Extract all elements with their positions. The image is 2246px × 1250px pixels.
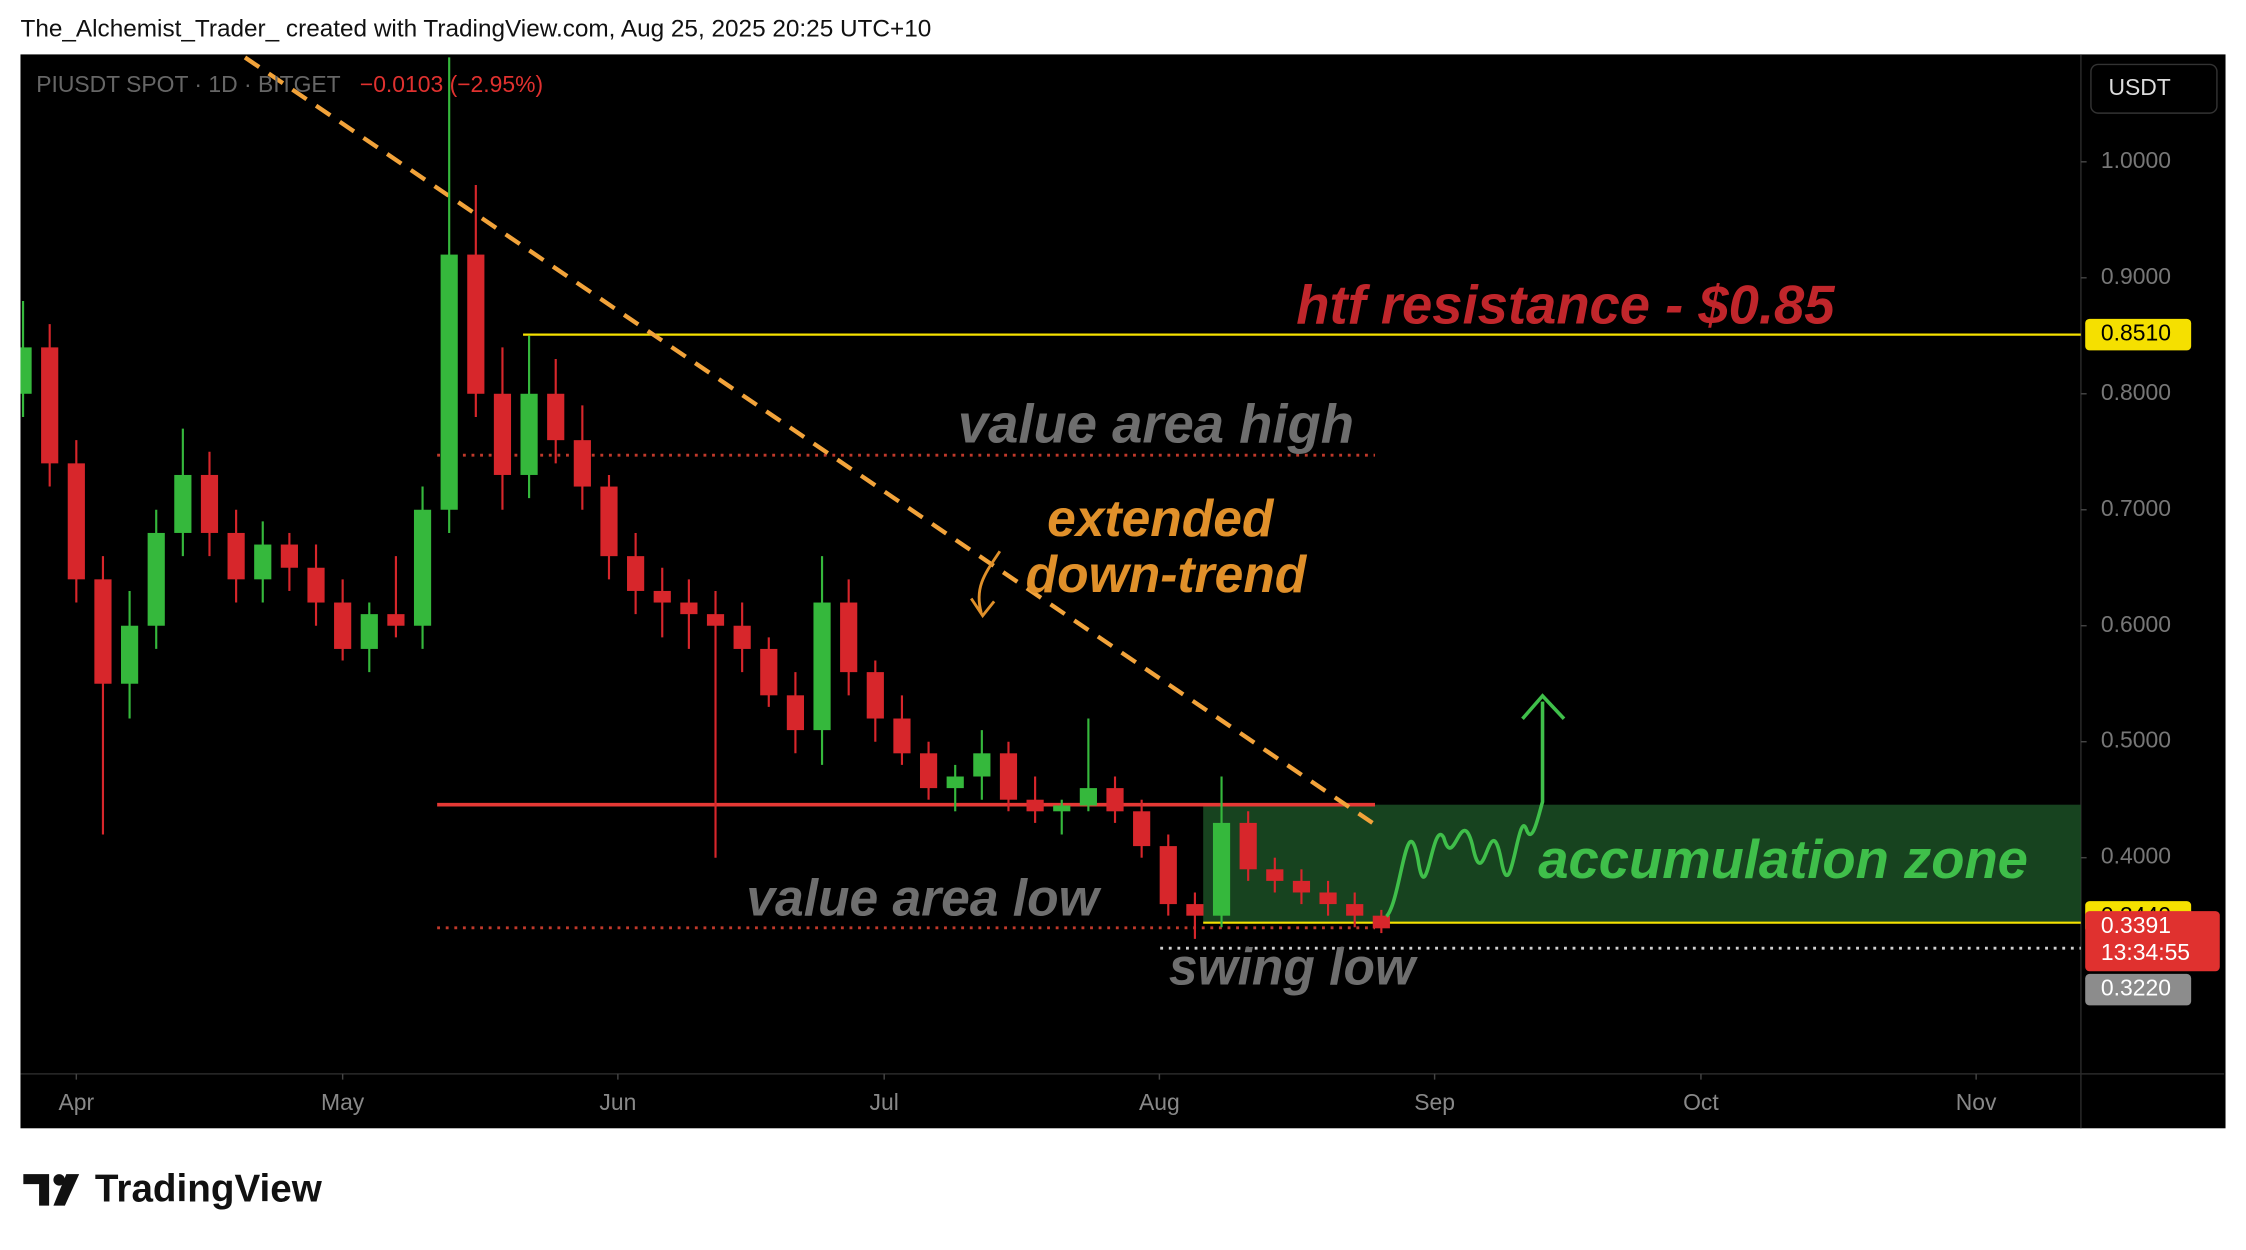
- candle-body: [200, 474, 219, 533]
- y-tick-label: 0.6000: [2101, 611, 2171, 637]
- candle-body: [893, 718, 911, 754]
- candle-body: [1239, 822, 1257, 870]
- y-tick-label: 0.4000: [2101, 843, 2171, 869]
- annotation: value area low: [746, 869, 1101, 927]
- candle-body: [547, 393, 565, 441]
- price-label-box: [2085, 973, 2192, 1006]
- candle-body: [41, 347, 59, 464]
- candle-body: [1026, 799, 1044, 812]
- candle-body: [680, 602, 698, 615]
- candle-body: [653, 590, 671, 603]
- candle-body: [94, 579, 112, 684]
- header: The_Alchemist_Trader_ created with Tradi…: [20, 15, 931, 42]
- candle-body: [866, 672, 884, 719]
- symbol: PIUSDT SPOT · 1D · BITGET: [36, 71, 340, 97]
- candle-body: [493, 393, 512, 475]
- last-price-label: 0.3391: [2101, 912, 2171, 938]
- candle-body: [147, 532, 165, 626]
- candle-body: [760, 648, 778, 696]
- x-tick-label: May: [321, 1089, 365, 1115]
- candle-body: [1266, 869, 1284, 881]
- candle-body: [1319, 892, 1337, 905]
- candle-body: [1053, 805, 1071, 812]
- candle-body: [813, 602, 831, 731]
- candle-body: [227, 532, 245, 580]
- candle-body: [1292, 880, 1311, 893]
- candle-body: [440, 254, 458, 510]
- candle-body: [280, 544, 298, 568]
- candle-body: [786, 695, 805, 731]
- candle-body: [307, 567, 325, 603]
- candle-body: [413, 509, 432, 626]
- candle-body: [67, 463, 85, 580]
- candle-body: [600, 486, 618, 557]
- annotation: swing low: [1169, 937, 1418, 995]
- x-tick-label: Aug: [1139, 1089, 1180, 1115]
- candle-body: [1159, 846, 1177, 905]
- candle-body: [1079, 788, 1097, 806]
- candle-body: [840, 602, 858, 673]
- annotation: htf resistance - $0.85: [1296, 275, 1835, 336]
- x-tick-label: Jul: [870, 1089, 899, 1115]
- price-label: 0.3220: [2101, 975, 2171, 1001]
- x-tick-label: Apr: [59, 1089, 95, 1115]
- candle-body: [360, 614, 378, 649]
- change: −0.0103 (−2.95%): [360, 71, 543, 97]
- x-tick-label: Jun: [599, 1089, 636, 1115]
- plot-area: [20, 55, 2081, 950]
- chart: 0.4000 0.5000 0.6000 0.7000 0.8000 0.9000 1.00…: [20, 55, 2220, 1115]
- accumulation-zone: [1203, 804, 2081, 924]
- candle-body: [1133, 811, 1151, 847]
- y-tick-label: 0.8000: [2101, 379, 2171, 405]
- candle-body: [20, 347, 32, 394]
- last-price-box: [2085, 911, 2220, 972]
- x-tick-label: Nov: [1956, 1089, 1997, 1115]
- y-tick-label: 0.5000: [2101, 727, 2171, 753]
- x-tick-label: Oct: [1683, 1089, 1719, 1115]
- candle-body: [973, 753, 991, 777]
- y-tick-label: 1.0000: [2101, 147, 2171, 173]
- candle-body: [1106, 788, 1124, 812]
- candle-body: [387, 614, 405, 626]
- candle-body: [1372, 915, 1390, 929]
- candle-body: [254, 544, 272, 580]
- price-label-box: [2085, 318, 2192, 351]
- annotation: down-trend: [1026, 545, 1308, 603]
- candle-body: [706, 614, 725, 626]
- currency-label[interactable]: USDT: [2108, 74, 2170, 100]
- candle-body: [919, 753, 938, 789]
- candle-body: [467, 254, 485, 394]
- candle-body: [334, 602, 352, 649]
- candle-body: [1212, 822, 1231, 916]
- annotation: value area high: [958, 393, 1354, 454]
- countdown: 13:34:55: [2101, 939, 2190, 965]
- brand-logo: [23, 1174, 80, 1206]
- annotation: extended: [1047, 489, 1275, 547]
- price-label: 0.8510: [2101, 320, 2171, 346]
- candle-body: [627, 556, 645, 591]
- currency-button[interactable]: [2090, 63, 2218, 114]
- candle-body: [174, 474, 192, 533]
- candle-body: [733, 625, 751, 649]
- candle-body: [946, 776, 964, 789]
- candle-body: [1186, 904, 1204, 916]
- y-tick-label: 0.7000: [2101, 495, 2171, 521]
- candle-body: [120, 625, 139, 684]
- candle-body: [573, 440, 591, 487]
- annotation: accumulation zone: [1538, 829, 2028, 890]
- candle-body: [520, 393, 538, 475]
- x-tick-label: Sep: [1414, 1089, 1455, 1115]
- brand: TradingView: [95, 1167, 323, 1210]
- candle-body: [1346, 904, 1364, 916]
- trend-arrow: [970, 550, 1002, 619]
- projection-wave: [1385, 693, 1566, 918]
- candle-body: [999, 753, 1018, 800]
- y-tick-label: 0.9000: [2101, 263, 2171, 289]
